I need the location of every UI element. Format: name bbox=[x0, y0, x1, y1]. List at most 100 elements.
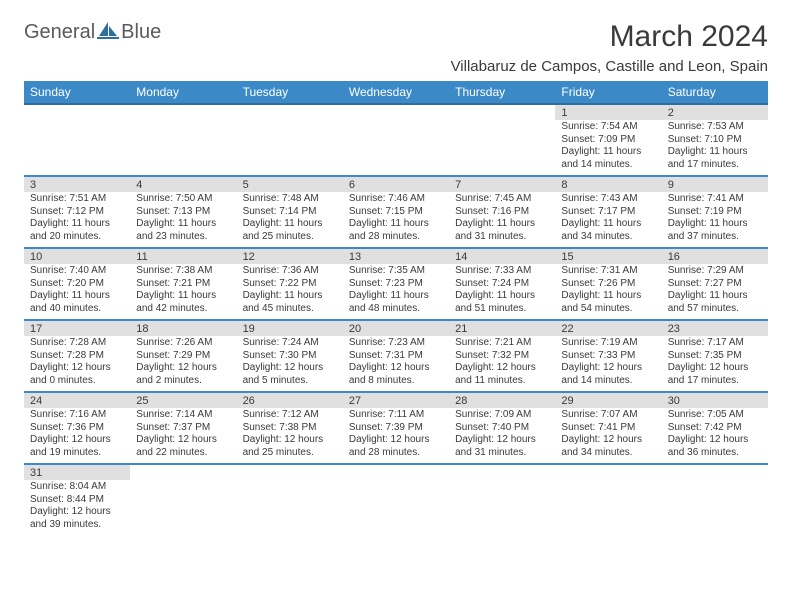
day-number: 26 bbox=[237, 392, 343, 408]
detail-row: Sunrise: 7:16 AMSunset: 7:36 PMDaylight:… bbox=[24, 408, 768, 464]
sunset-text: Sunset: 7:12 PM bbox=[30, 206, 124, 219]
daylight-text-1: Daylight: 11 hours bbox=[455, 290, 549, 303]
daylight-text-2: and 0 minutes. bbox=[30, 375, 124, 388]
detail-row: Sunrise: 7:54 AMSunset: 7:09 PMDaylight:… bbox=[24, 120, 768, 176]
day-number: 15 bbox=[555, 248, 661, 264]
daylight-text-1: Daylight: 12 hours bbox=[136, 434, 230, 447]
day-number: 12 bbox=[237, 248, 343, 264]
sunrise-text: Sunrise: 7:41 AM bbox=[668, 193, 762, 206]
day-number: 24 bbox=[24, 392, 130, 408]
sunrise-text: Sunrise: 7:05 AM bbox=[668, 409, 762, 422]
daynum-row: 17181920212223 bbox=[24, 320, 768, 336]
day-number bbox=[555, 464, 661, 480]
daylight-text-2: and 39 minutes. bbox=[30, 519, 124, 532]
day-number bbox=[24, 104, 130, 120]
logo-word1: General bbox=[24, 21, 95, 44]
day-detail: Sunrise: 7:29 AMSunset: 7:27 PMDaylight:… bbox=[662, 264, 768, 320]
sunset-text: Sunset: 7:32 PM bbox=[455, 350, 549, 363]
daylight-text-2: and 17 minutes. bbox=[668, 375, 762, 388]
daylight-text-1: Daylight: 12 hours bbox=[136, 362, 230, 375]
daylight-text-2: and 28 minutes. bbox=[349, 447, 443, 460]
day-detail: Sunrise: 7:09 AMSunset: 7:40 PMDaylight:… bbox=[449, 408, 555, 464]
day-number: 14 bbox=[449, 248, 555, 264]
daylight-text-2: and 37 minutes. bbox=[668, 231, 762, 244]
sunset-text: Sunset: 7:42 PM bbox=[668, 422, 762, 435]
daylight-text-2: and 22 minutes. bbox=[136, 447, 230, 460]
sunrise-text: Sunrise: 7:53 AM bbox=[668, 121, 762, 134]
day-number: 30 bbox=[662, 392, 768, 408]
day-number: 18 bbox=[130, 320, 236, 336]
daylight-text-2: and 57 minutes. bbox=[668, 303, 762, 316]
daylight-text-1: Daylight: 11 hours bbox=[136, 290, 230, 303]
sunset-text: Sunset: 7:28 PM bbox=[30, 350, 124, 363]
sunrise-text: Sunrise: 7:43 AM bbox=[561, 193, 655, 206]
day-number: 4 bbox=[130, 176, 236, 192]
daylight-text-1: Daylight: 12 hours bbox=[349, 362, 443, 375]
sunset-text: Sunset: 7:17 PM bbox=[561, 206, 655, 219]
sunset-text: Sunset: 7:39 PM bbox=[349, 422, 443, 435]
day-detail: Sunrise: 7:11 AMSunset: 7:39 PMDaylight:… bbox=[343, 408, 449, 464]
daylight-text-2: and 51 minutes. bbox=[455, 303, 549, 316]
daylight-text-1: Daylight: 12 hours bbox=[455, 362, 549, 375]
sunrise-text: Sunrise: 7:16 AM bbox=[30, 409, 124, 422]
weekday-tuesday: Tuesday bbox=[237, 81, 343, 104]
day-detail: Sunrise: 7:24 AMSunset: 7:30 PMDaylight:… bbox=[237, 336, 343, 392]
day-detail: Sunrise: 7:54 AMSunset: 7:09 PMDaylight:… bbox=[555, 120, 661, 176]
daylight-text-1: Daylight: 11 hours bbox=[561, 218, 655, 231]
day-number: 28 bbox=[449, 392, 555, 408]
sunrise-text: Sunrise: 7:14 AM bbox=[136, 409, 230, 422]
sunset-text: Sunset: 7:41 PM bbox=[561, 422, 655, 435]
daylight-text-1: Daylight: 12 hours bbox=[30, 506, 124, 519]
day-detail bbox=[130, 120, 236, 176]
day-detail: Sunrise: 7:12 AMSunset: 7:38 PMDaylight:… bbox=[237, 408, 343, 464]
sunrise-text: Sunrise: 7:36 AM bbox=[243, 265, 337, 278]
daylight-text-1: Daylight: 11 hours bbox=[668, 218, 762, 231]
sunset-text: Sunset: 7:16 PM bbox=[455, 206, 549, 219]
day-detail: Sunrise: 7:14 AMSunset: 7:37 PMDaylight:… bbox=[130, 408, 236, 464]
weekday-monday: Monday bbox=[130, 81, 236, 104]
day-number: 9 bbox=[662, 176, 768, 192]
sunrise-text: Sunrise: 7:50 AM bbox=[136, 193, 230, 206]
day-detail: Sunrise: 7:07 AMSunset: 7:41 PMDaylight:… bbox=[555, 408, 661, 464]
daylight-text-2: and 8 minutes. bbox=[349, 375, 443, 388]
daynum-row: 12 bbox=[24, 104, 768, 120]
day-detail: Sunrise: 7:31 AMSunset: 7:26 PMDaylight:… bbox=[555, 264, 661, 320]
day-detail bbox=[449, 120, 555, 176]
month-title: March 2024 bbox=[451, 20, 768, 54]
daylight-text-2: and 2 minutes. bbox=[136, 375, 230, 388]
sunset-text: Sunset: 7:29 PM bbox=[136, 350, 230, 363]
day-detail: Sunrise: 7:41 AMSunset: 7:19 PMDaylight:… bbox=[662, 192, 768, 248]
daylight-text-1: Daylight: 12 hours bbox=[561, 434, 655, 447]
day-detail: Sunrise: 7:33 AMSunset: 7:24 PMDaylight:… bbox=[449, 264, 555, 320]
day-number: 1 bbox=[555, 104, 661, 120]
day-detail: Sunrise: 7:05 AMSunset: 7:42 PMDaylight:… bbox=[662, 408, 768, 464]
daylight-text-1: Daylight: 11 hours bbox=[30, 218, 124, 231]
sunrise-text: Sunrise: 7:28 AM bbox=[30, 337, 124, 350]
day-detail: Sunrise: 7:36 AMSunset: 7:22 PMDaylight:… bbox=[237, 264, 343, 320]
day-detail: Sunrise: 7:23 AMSunset: 7:31 PMDaylight:… bbox=[343, 336, 449, 392]
sunset-text: Sunset: 7:31 PM bbox=[349, 350, 443, 363]
daylight-text-2: and 45 minutes. bbox=[243, 303, 337, 316]
daylight-text-1: Daylight: 12 hours bbox=[30, 362, 124, 375]
day-number: 16 bbox=[662, 248, 768, 264]
header: General Blue March 2024 Villabaruz de Ca… bbox=[24, 20, 768, 75]
day-number: 27 bbox=[343, 392, 449, 408]
sunset-text: Sunset: 7:40 PM bbox=[455, 422, 549, 435]
day-number: 13 bbox=[343, 248, 449, 264]
daylight-text-2: and 42 minutes. bbox=[136, 303, 230, 316]
daylight-text-2: and 14 minutes. bbox=[561, 159, 655, 172]
day-detail bbox=[237, 480, 343, 535]
day-number: 22 bbox=[555, 320, 661, 336]
day-detail: Sunrise: 8:04 AMSunset: 8:44 PMDaylight:… bbox=[24, 480, 130, 535]
sunset-text: Sunset: 7:13 PM bbox=[136, 206, 230, 219]
daylight-text-1: Daylight: 11 hours bbox=[668, 146, 762, 159]
sunrise-text: Sunrise: 7:48 AM bbox=[243, 193, 337, 206]
day-number bbox=[237, 104, 343, 120]
day-detail: Sunrise: 7:50 AMSunset: 7:13 PMDaylight:… bbox=[130, 192, 236, 248]
day-detail: Sunrise: 7:17 AMSunset: 7:35 PMDaylight:… bbox=[662, 336, 768, 392]
daylight-text-1: Daylight: 11 hours bbox=[561, 290, 655, 303]
daylight-text-1: Daylight: 11 hours bbox=[561, 146, 655, 159]
daylight-text-1: Daylight: 12 hours bbox=[349, 434, 443, 447]
day-detail: Sunrise: 7:40 AMSunset: 7:20 PMDaylight:… bbox=[24, 264, 130, 320]
day-detail bbox=[449, 480, 555, 535]
